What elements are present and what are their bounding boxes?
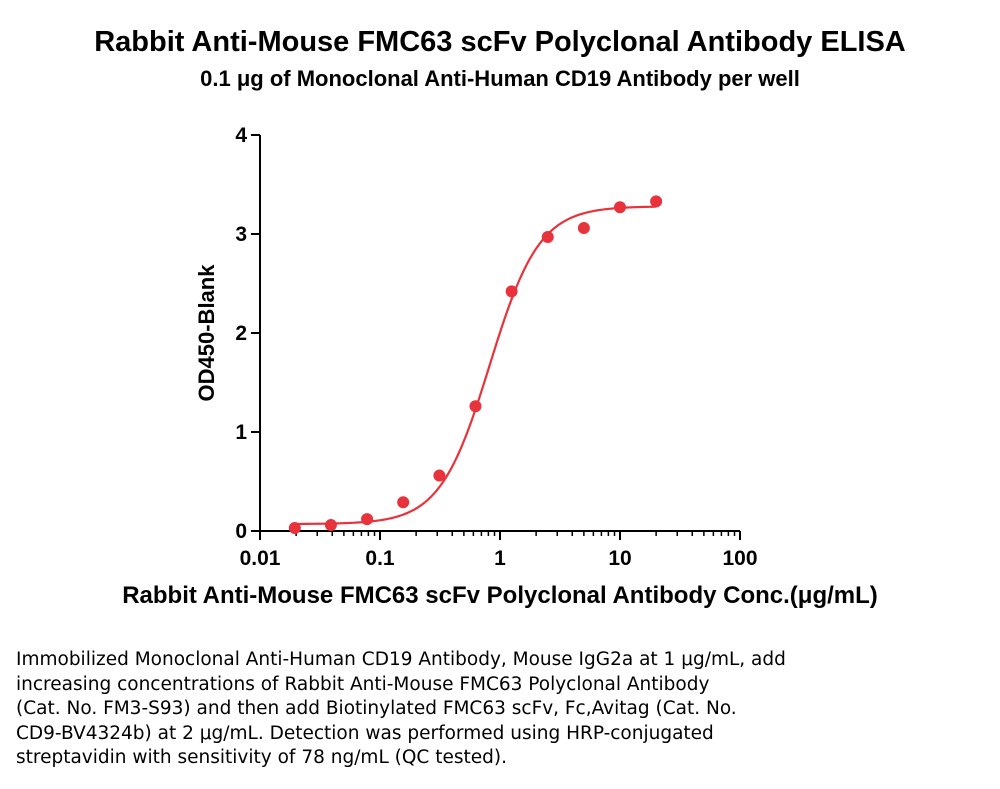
caption-line: CD9-BV4324b) at 2 μg/mL. Detection was p… [16,722,714,744]
y-tick-label: 2 [235,322,247,345]
caption-line: Immobilized Monoclonal Anti-Human CD19 A… [16,649,786,670]
y-axis-label: OD450-Blank [194,264,219,402]
chart-subtitle: 0.1 μg of Monoclonal Anti-Human CD19 Ant… [200,66,800,91]
data-point [397,496,410,509]
data-point [324,519,337,532]
y-tick-label: 4 [235,124,247,147]
caption-line: streptavidin with sensitivity of 78 ng/m… [16,747,507,768]
fit-curve [294,205,657,526]
caption-line: (Cat. No. FM3-S93) and then add Biotinyl… [16,698,737,719]
data-point [577,222,590,235]
chart-title: Rabbit Anti-Mouse FMC63 scFv Polyclonal … [94,26,906,58]
data-point [288,522,301,535]
x-tick-label: 1 [494,547,506,570]
y-tick-label: 0 [235,520,247,543]
x-axis-label: Rabbit Anti-Mouse FMC63 scFv Polyclonal … [122,582,878,609]
figure-caption: Immobilized Monoclonal Anti-Human CD19 A… [16,648,976,771]
caption-line: increasing concentrations of Rabbit Anti… [16,673,710,695]
data-point [541,230,554,243]
data-point [505,285,518,298]
x-tick-label: 0.1 [365,547,395,570]
x-tick-label: 100 [722,547,757,570]
data-point [361,513,374,526]
x-tick-label: 0.01 [240,547,281,570]
y-tick-label: 3 [235,223,247,246]
data-point [433,469,446,482]
data-point [614,201,626,214]
y-tick-label: 1 [235,421,247,444]
data-point [650,195,663,208]
data-point [469,400,482,413]
x-tick-label: 10 [608,547,631,570]
